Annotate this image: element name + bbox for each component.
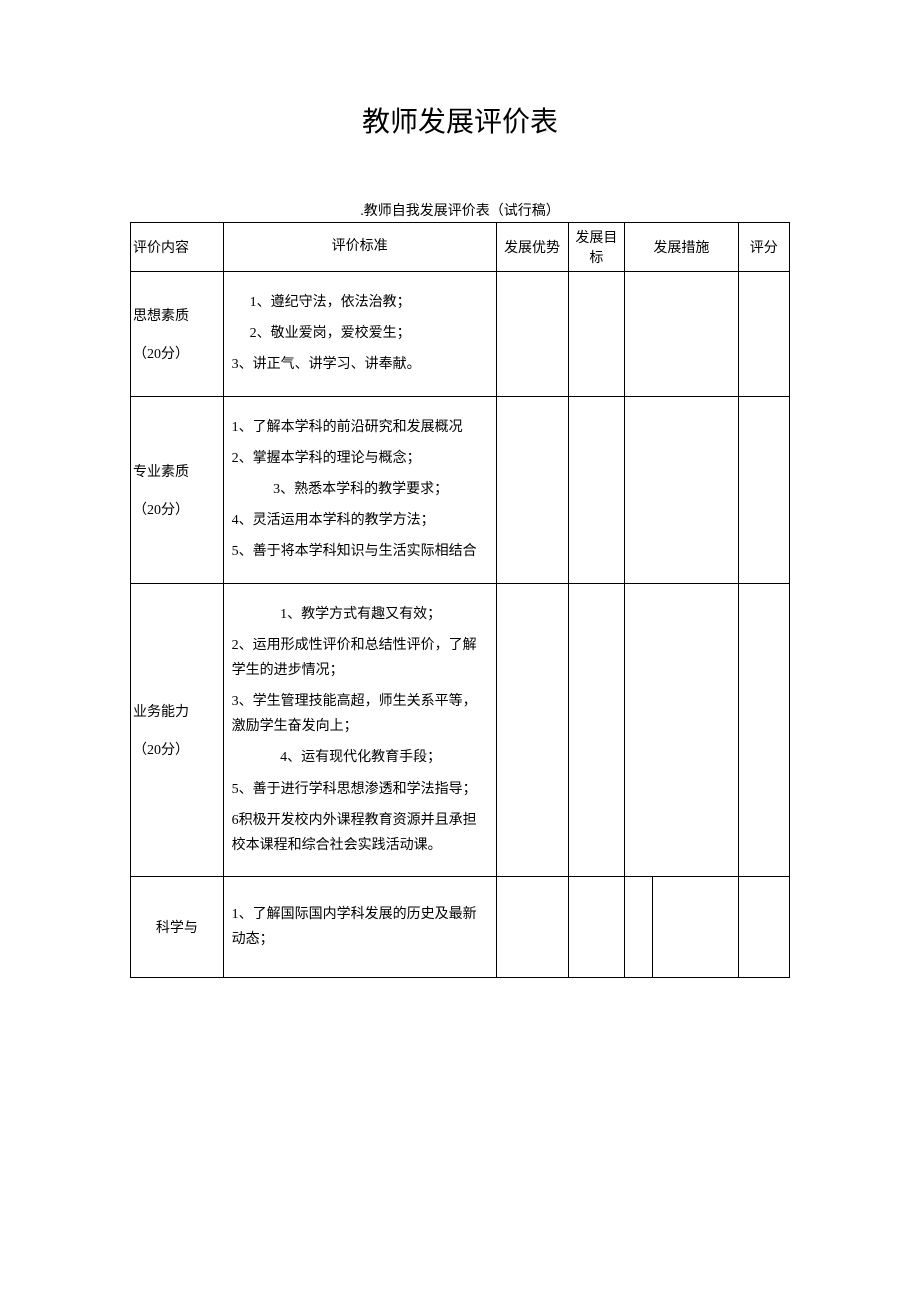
score-cell <box>738 583 790 877</box>
category-label: 业务能力 <box>133 701 221 721</box>
measure-cell <box>625 583 738 877</box>
category-points: （20分） <box>133 739 221 759</box>
category-cell: 业务能力 （20分） <box>131 583 224 877</box>
criteria-item: 3、熟悉本学科的教学要求； <box>230 477 490 502</box>
score-cell <box>738 877 790 978</box>
criteria-item: 3、学生管理技能高超，师生关系平等，激励学生奋发向上； <box>230 689 490 739</box>
category-points: （20分） <box>133 499 221 519</box>
goal-cell <box>568 583 625 877</box>
score-cell <box>738 272 790 397</box>
criteria-item: 2、敬业爱岗，爱校爱生； <box>230 321 490 346</box>
criteria-item: 1、了解本学科的前沿研究和发展概况 <box>230 415 490 440</box>
score-cell <box>738 396 790 583</box>
header-category: 评价内容 <box>131 223 224 272</box>
table-row: 业务能力 （20分） 1、教学方式有趣又有效； 2、运用形成性评价和总结性评价，… <box>131 583 790 877</box>
criteria-item: 5、善于将本学科知识与生活实际相结合 <box>230 539 490 564</box>
table-header-row: 评价内容 评价标准 发展优势 发展目标 发展措施 评分 <box>131 223 790 272</box>
table-row: 思想素质 （20分） 1、遵纪守法，依法治教； 2、敬业爱岗，爱校爱生； 3、讲… <box>131 272 790 397</box>
category-label: 思想素质 <box>133 305 221 325</box>
criteria-item: 5、善于进行学科思想渗透和学法指导； <box>230 777 490 802</box>
criteria-item: 2、运用形成性评价和总结性评价，了解学生的进步情况； <box>230 633 490 683</box>
header-advantage: 发展优势 <box>496 223 568 272</box>
criteria-item: 1、教学方式有趣又有效； <box>230 602 490 627</box>
criteria-cell: 1、了解国际国内学科发展的历史及最新动态； <box>223 877 496 978</box>
header-score: 评分 <box>738 223 790 272</box>
category-label: 专业素质 <box>133 461 221 481</box>
evaluation-table: 评价内容 评价标准 发展优势 发展目标 发展措施 评分 思想素质 （20分） 1… <box>130 222 790 978</box>
header-goal: 发展目标 <box>568 223 625 272</box>
measure-subcol-right <box>653 877 737 977</box>
category-label: 科学与 <box>156 921 198 936</box>
advantage-cell <box>496 877 568 978</box>
advantage-cell <box>496 396 568 583</box>
category-cell: 科学与 <box>131 877 224 978</box>
goal-cell <box>568 396 625 583</box>
table-row: 专业素质 （20分） 1、了解本学科的前沿研究和发展概况 2、掌握本学科的理论与… <box>131 396 790 583</box>
criteria-item: 2、掌握本学科的理论与概念； <box>230 446 490 471</box>
criteria-item: 1、了解国际国内学科发展的历史及最新动态； <box>230 902 490 952</box>
criteria-cell: 1、教学方式有趣又有效； 2、运用形成性评价和总结性评价，了解学生的进步情况； … <box>223 583 496 877</box>
criteria-item: 4、运有现代化教育手段； <box>230 745 490 770</box>
goal-cell <box>568 272 625 397</box>
criteria-item: 1、遵纪守法，依法治教； <box>230 290 490 315</box>
criteria-item: 3、讲正气、讲学习、讲奉献。 <box>230 352 490 377</box>
category-cell: 思想素质 （20分） <box>131 272 224 397</box>
measure-cell <box>625 877 738 978</box>
measure-cell <box>625 396 738 583</box>
page-title: 教师发展评价表 <box>130 100 790 140</box>
criteria-item: 4、灵活运用本学科的教学方法； <box>230 508 490 533</box>
advantage-cell <box>496 272 568 397</box>
criteria-cell: 1、遵纪守法，依法治教； 2、敬业爱岗，爱校爱生； 3、讲正气、讲学习、讲奉献。 <box>223 272 496 397</box>
measure-cell <box>625 272 738 397</box>
table-subtitle: .教师自我发展评价表（试行稿） <box>130 200 790 220</box>
table-row: 科学与 1、了解国际国内学科发展的历史及最新动态； <box>131 877 790 978</box>
criteria-cell: 1、了解本学科的前沿研究和发展概况 2、掌握本学科的理论与概念； 3、熟悉本学科… <box>223 396 496 583</box>
header-criteria: 评价标准 <box>223 223 496 272</box>
advantage-cell <box>496 583 568 877</box>
goal-cell <box>568 877 625 978</box>
measure-subcol-left <box>625 877 653 977</box>
category-points: （20分） <box>133 343 221 363</box>
criteria-item: 6积极开发校内外课程教育资源并且承担校本课程和综合社会实践活动课。 <box>230 808 490 858</box>
header-measure: 发展措施 <box>625 223 738 272</box>
category-cell: 专业素质 （20分） <box>131 396 224 583</box>
